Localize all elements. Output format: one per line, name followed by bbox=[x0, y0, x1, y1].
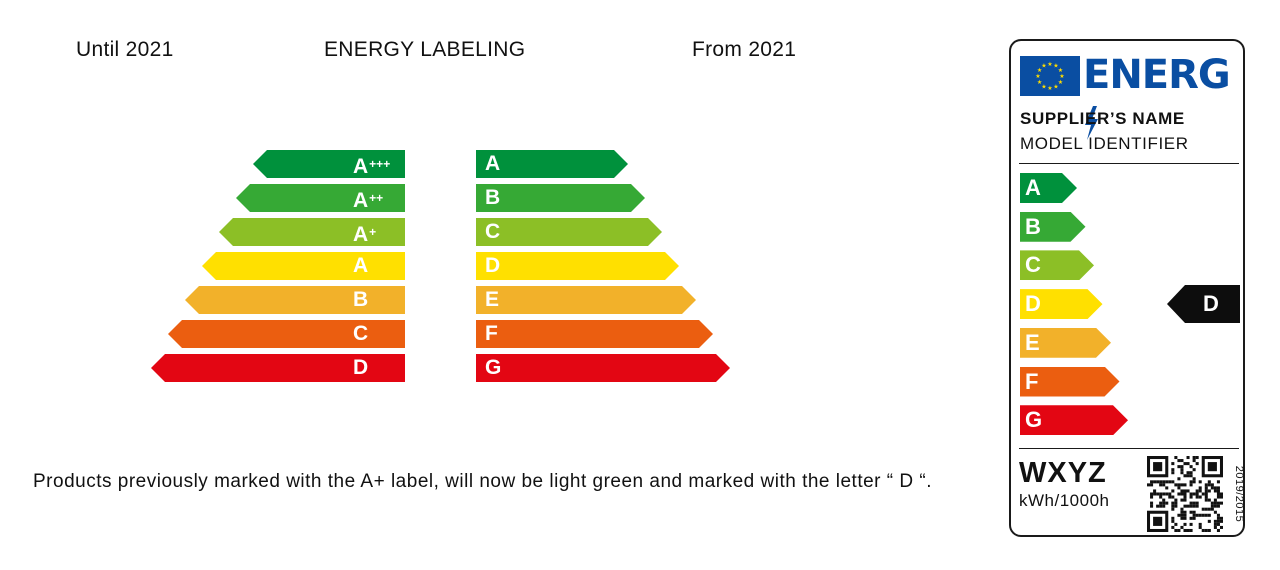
svg-text:★: ★ bbox=[1047, 61, 1052, 68]
energy-brand-word: ENERG bbox=[1083, 50, 1243, 150]
svg-text:★: ★ bbox=[1053, 83, 1058, 90]
new-scale-bar: C bbox=[476, 218, 662, 246]
new-scale-bar: G bbox=[476, 354, 730, 382]
svg-text:★: ★ bbox=[1037, 67, 1042, 74]
svg-text:★: ★ bbox=[1041, 63, 1046, 70]
svg-text:★: ★ bbox=[1059, 73, 1064, 80]
label-scale-bar-letter: C bbox=[1025, 252, 1041, 278]
old-scale-bar-label: D bbox=[353, 356, 369, 379]
label-scale-bar: E bbox=[1020, 328, 1111, 358]
label-scale-bar: D bbox=[1020, 289, 1103, 319]
old-scale-bar: C bbox=[168, 320, 405, 348]
old-scale-bar: A bbox=[202, 252, 405, 280]
supplier-name: SUPPLIER’S NAME bbox=[1020, 109, 1185, 128]
class-indicator-letter: D bbox=[1203, 291, 1219, 316]
new-scale-bar: D bbox=[476, 252, 679, 280]
new-scale-bar: F bbox=[476, 320, 713, 348]
svg-text:★: ★ bbox=[1047, 85, 1052, 92]
new-scale-bar: A bbox=[476, 150, 628, 178]
qr-code-icon bbox=[1147, 456, 1223, 532]
svg-text:★: ★ bbox=[1058, 79, 1063, 86]
svg-text:★: ★ bbox=[1037, 79, 1042, 86]
new-scale-bar-label: A bbox=[485, 152, 501, 175]
label-scale-bar-letter: F bbox=[1025, 368, 1039, 394]
old-scale-bar-label: A+++ bbox=[353, 155, 391, 178]
old-scale-bar: A+++ bbox=[253, 150, 405, 178]
label-scale-bar: F bbox=[1020, 367, 1120, 397]
new-scale-bar-label: B bbox=[485, 186, 501, 209]
svg-text:★: ★ bbox=[1058, 67, 1063, 74]
label-scale-bar: C bbox=[1020, 250, 1094, 280]
new-scale-bar-label: C bbox=[485, 220, 501, 243]
old-scale-bar: B bbox=[185, 286, 405, 314]
brand-word-text: ENERG bbox=[1083, 52, 1231, 98]
svg-text:★: ★ bbox=[1041, 83, 1046, 90]
heading-energy-labeling: ENERGY LABELING bbox=[324, 38, 526, 61]
energy-consumption-value: WXYZ bbox=[1019, 457, 1107, 489]
energy-consumption-unit: kWh/1000h bbox=[1019, 491, 1110, 510]
old-scale-bar-plus: ++ bbox=[369, 191, 384, 205]
lightning-bolt-icon bbox=[1085, 106, 1098, 140]
class-indicator: D bbox=[1167, 285, 1240, 323]
svg-text:★: ★ bbox=[1035, 73, 1040, 80]
label-scale-bar-letter: A bbox=[1025, 175, 1041, 200]
label-scale-bar-letter: G bbox=[1025, 407, 1043, 433]
old-scale-bar: A++ bbox=[236, 184, 405, 212]
old-scale-bar: A+ bbox=[219, 218, 405, 246]
new-scale-bar-label: D bbox=[485, 254, 501, 277]
old-scale-bar-label: B bbox=[353, 288, 369, 311]
svg-text:★: ★ bbox=[1053, 63, 1058, 70]
heading-from-2021: From 2021 bbox=[692, 38, 797, 61]
old-scale-bar-plus: + bbox=[369, 225, 377, 239]
old-scale-bar-label: C bbox=[353, 322, 369, 345]
divider-top bbox=[1019, 163, 1239, 164]
new-scale-bar-label: F bbox=[485, 322, 498, 345]
label-scale-bar: A bbox=[1020, 173, 1077, 203]
old-scale-bar-label: A+ bbox=[353, 223, 377, 246]
old-scale-bar: D bbox=[151, 354, 405, 382]
new-scale-bar: E bbox=[476, 286, 696, 314]
new-scale-bar-label: G bbox=[485, 356, 502, 379]
regulation-number: 2019/2015 bbox=[1233, 465, 1245, 523]
eu-stars-icon: ★ ★★★★★★★★★★★ bbox=[1035, 61, 1064, 92]
label-scale-bar-letter: B bbox=[1025, 213, 1041, 239]
old-scale-bar-label: A++ bbox=[353, 189, 384, 212]
heading-until-2021: Until 2021 bbox=[76, 38, 174, 61]
model-identifier: MODEL IDENTIFIER bbox=[1020, 134, 1189, 153]
energy-label-card: ★ ★ ★ ★ ★ ★ ★ ★ ★ ★ ★ ★ ENERG SUPPLIER’S NAME MODEL… bbox=[1009, 39, 1245, 537]
new-scale-bar: B bbox=[476, 184, 645, 212]
label-scale-bar: G bbox=[1020, 405, 1128, 435]
old-scale-bar-label: A bbox=[353, 254, 369, 277]
label-scale-bar-letter: D bbox=[1025, 291, 1041, 317]
new-scale-bar-label: E bbox=[485, 288, 500, 311]
label-scale-bar: B bbox=[1020, 212, 1086, 242]
old-scale-bar-plus: +++ bbox=[369, 157, 391, 171]
eu-flag: ★ ★ ★ ★ ★ ★ ★ ★ ★ ★ ★ ★ bbox=[1020, 56, 1080, 96]
divider-bottom bbox=[1019, 448, 1239, 449]
label-scale-bar-letter: E bbox=[1025, 329, 1040, 355]
explanation-note: Products previously marked with the A+ l… bbox=[33, 471, 932, 492]
